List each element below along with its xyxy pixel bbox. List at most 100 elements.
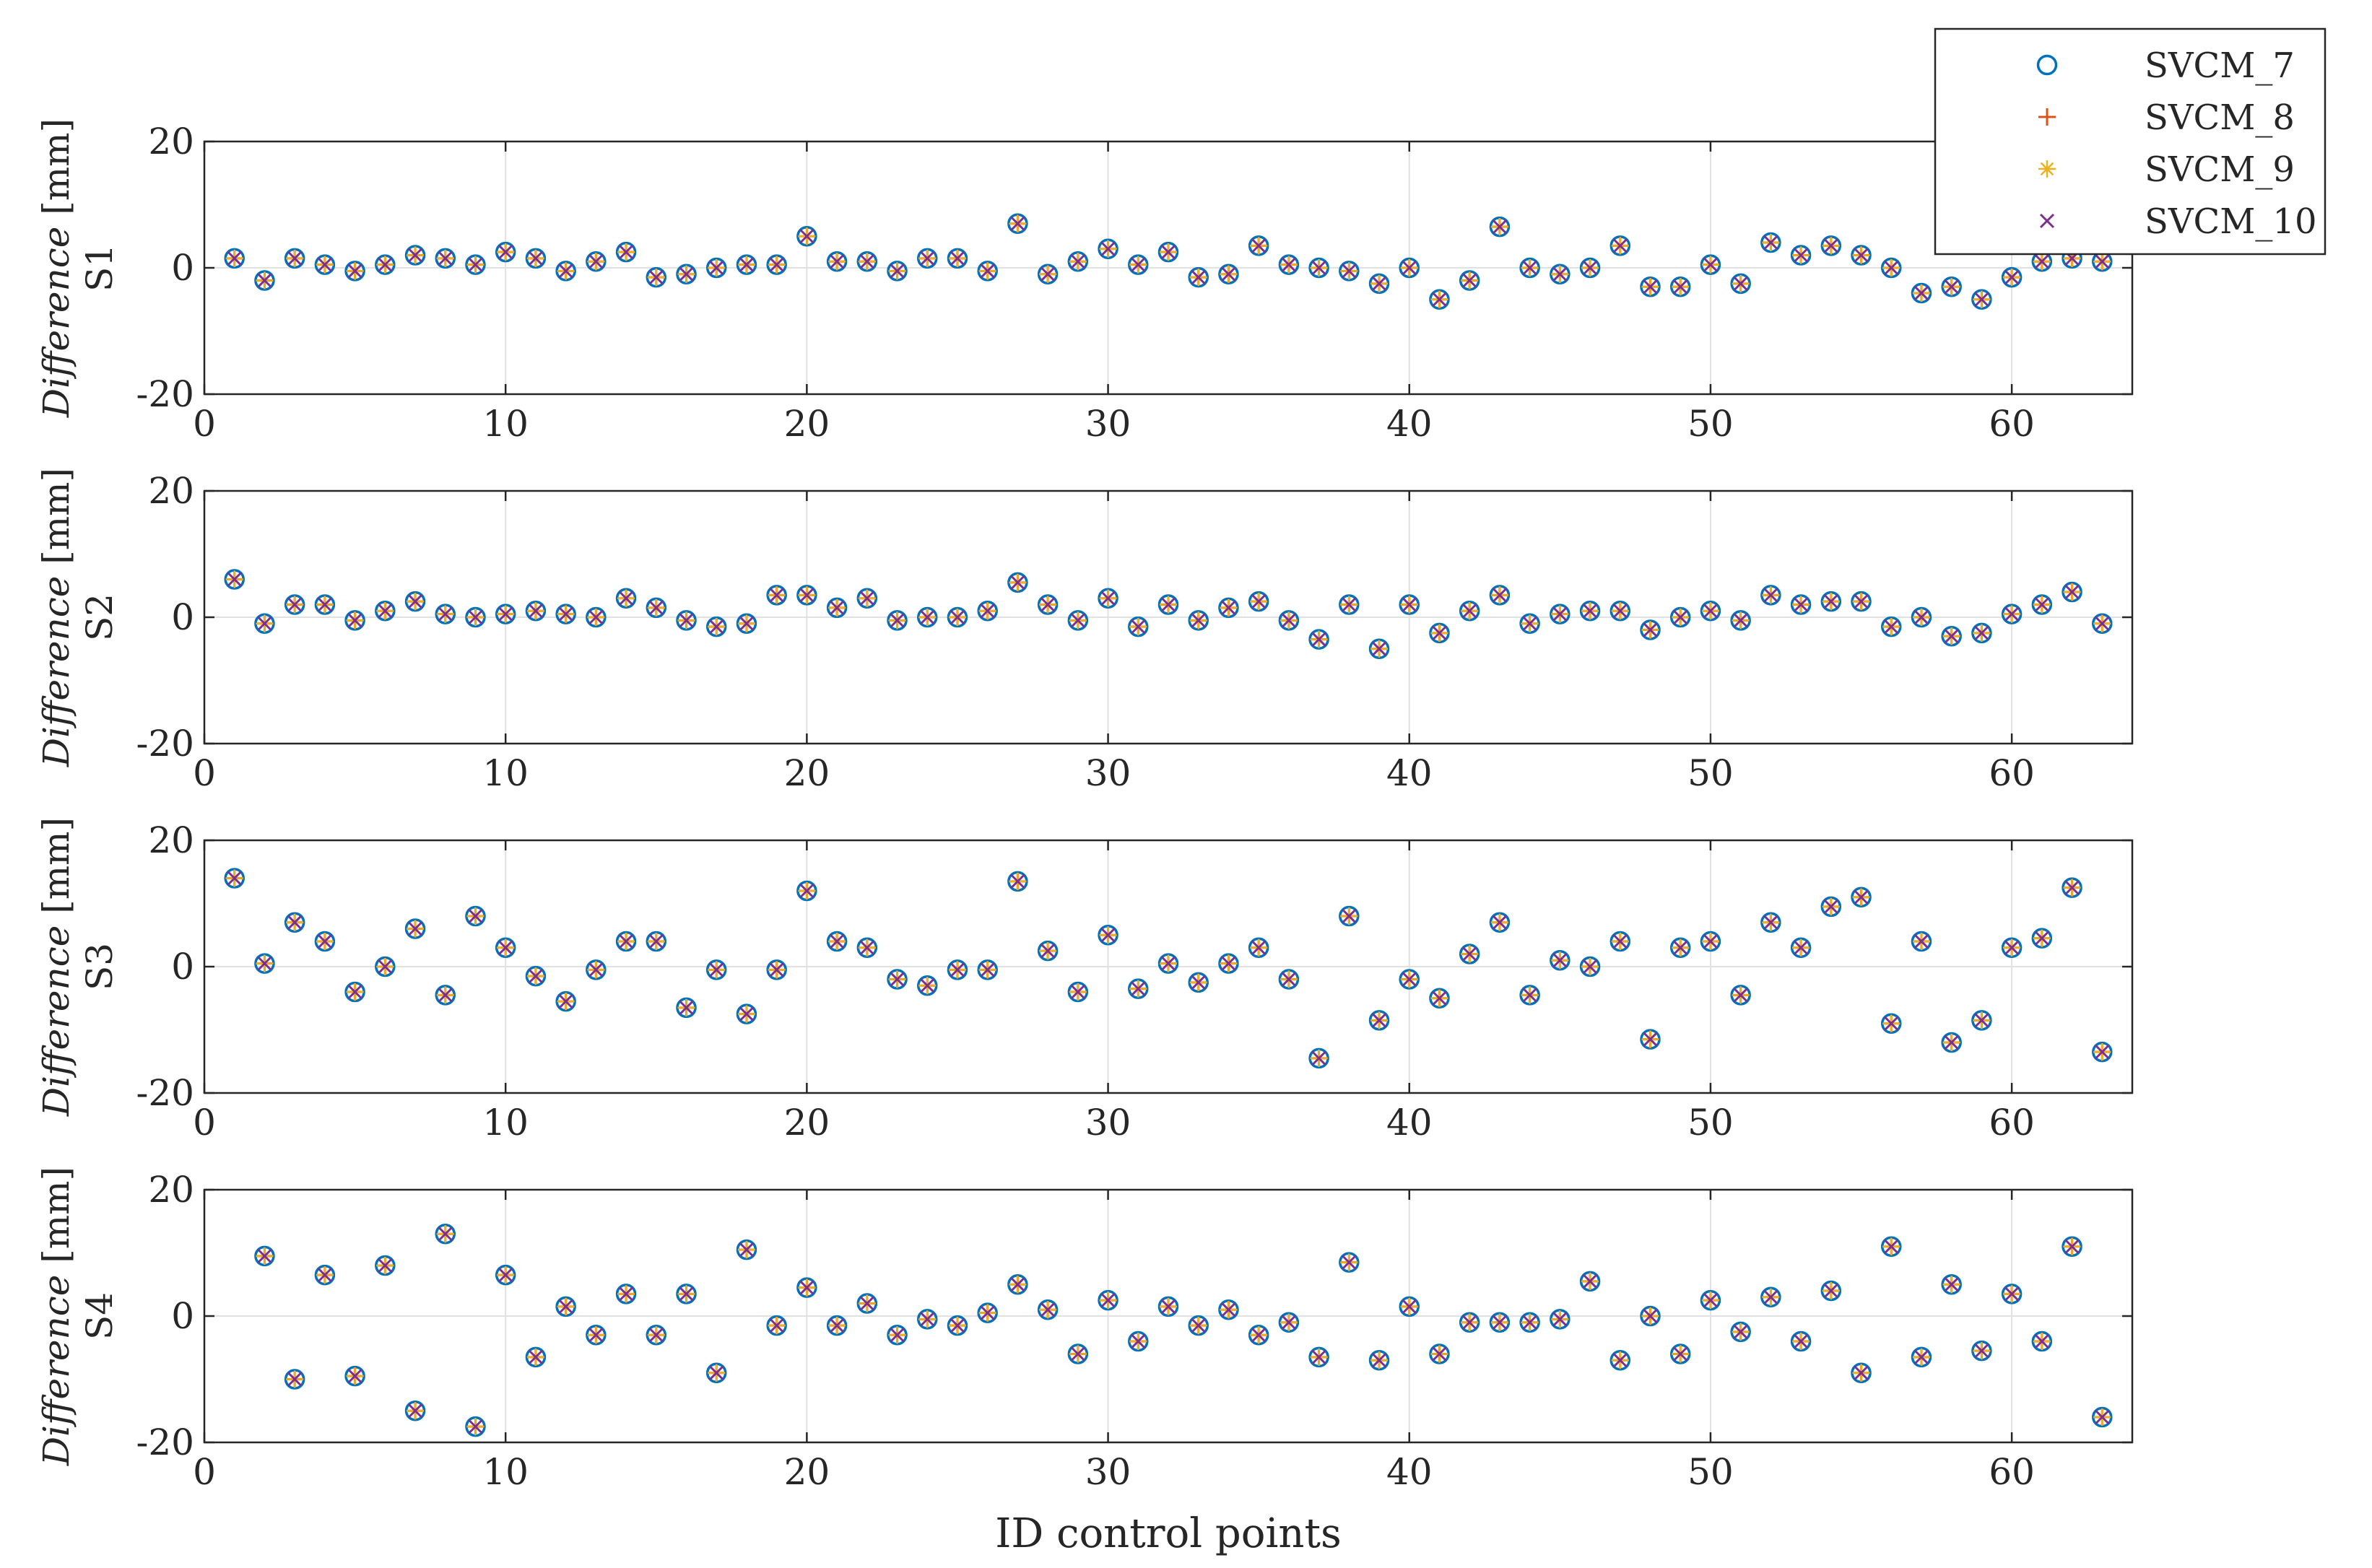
data-point-svcm-10 (1160, 245, 1176, 260)
data-point-svcm-10 (1612, 933, 1628, 949)
x-tick-label: 10 (482, 1451, 529, 1493)
x-tick-label: 20 (784, 1102, 830, 1144)
data-point-svcm-7 (2001, 266, 2023, 288)
data-point-svcm-7 (1308, 1047, 1329, 1069)
data-point-svcm-10 (619, 591, 634, 606)
data-point-svcm-10 (287, 915, 303, 930)
data-point-svcm-10 (1763, 235, 1778, 251)
y-tick-label: 20 (148, 121, 194, 162)
data-point-svcm-7 (676, 1284, 697, 1305)
data-point-svcm-10 (920, 978, 935, 993)
data-point-svcm-7 (224, 868, 245, 889)
data-point-svcm-10 (528, 969, 543, 984)
data-point-svcm-10 (1884, 619, 1899, 635)
data-point-svcm-7 (1308, 1346, 1329, 1368)
data-point-svcm-7 (254, 270, 275, 291)
data-point-svcm-10 (588, 1328, 604, 1343)
data-point-svcm-10 (468, 1419, 483, 1434)
data-point-svcm-10 (859, 1296, 874, 1311)
data-point-svcm-10 (1612, 238, 1628, 253)
data-point-svcm-7 (1067, 610, 1089, 631)
data-point-svcm-7 (1188, 610, 1209, 631)
data-point-svcm-7 (1550, 950, 1571, 971)
data-point-svcm-7 (1790, 245, 1812, 266)
data-point-svcm-10 (1974, 292, 1989, 307)
x-tick-label: 0 (193, 1102, 216, 1144)
data-point-svcm-7 (1760, 232, 1781, 253)
data-point-svcm-10 (1191, 1318, 1206, 1333)
data-point-svcm-7 (404, 591, 426, 612)
data-point-svcm-10 (1281, 1315, 1296, 1330)
data-point-svcm-10 (227, 871, 242, 886)
data-point-svcm-10 (287, 251, 303, 266)
data-point-svcm-10 (1703, 1293, 1719, 1308)
data-point-svcm-7 (766, 959, 787, 980)
data-point-svcm-7 (2092, 1406, 2113, 1428)
data-point-svcm-7 (1519, 1312, 1540, 1333)
data-point-svcm-7 (1188, 1315, 1209, 1336)
data-point-svcm-10 (1944, 1277, 1959, 1292)
data-point-svcm-7 (1188, 266, 1209, 288)
data-point-svcm-10 (1342, 1255, 1357, 1270)
data-point-svcm-10 (1522, 616, 1537, 631)
data-point-svcm-7 (646, 1325, 667, 1346)
data-point-svcm-10 (980, 604, 995, 619)
data-point-svcm-10 (1552, 953, 1568, 968)
data-point-svcm-10 (1794, 248, 1809, 263)
y-tick-label: 0 (171, 946, 194, 988)
data-point-svcm-10 (1251, 594, 1267, 609)
data-point-svcm-7 (1941, 276, 1962, 297)
data-point-svcm-10 (1251, 940, 1267, 955)
data-point-svcm-7 (1368, 1010, 1390, 1031)
data-point-svcm-10 (1733, 276, 1748, 291)
data-point-svcm-10 (2004, 1286, 2020, 1302)
data-point-svcm-7 (856, 1293, 878, 1314)
data-point-svcm-10 (498, 1268, 513, 1283)
x-tick-label: 60 (1989, 752, 2035, 794)
data-point-svcm-10 (648, 270, 664, 285)
data-point-svcm-10 (1160, 956, 1176, 971)
data-point-svcm-10 (2095, 1409, 2110, 1425)
data-point-svcm-10 (830, 600, 845, 615)
y-tick-label: -20 (136, 723, 194, 765)
data-point-svcm-7 (1941, 1032, 1962, 1053)
data-point-svcm-10 (890, 1328, 905, 1343)
data-point-svcm-7 (1278, 254, 1300, 275)
data-point-svcm-10 (980, 1305, 995, 1320)
data-point-svcm-7 (375, 254, 396, 275)
data-point-svcm-7 (977, 959, 998, 980)
data-point-svcm-10 (890, 613, 905, 628)
data-point-svcm-7 (1851, 887, 1872, 907)
data-point-svcm-7 (1248, 591, 1269, 612)
data-point-svcm-10 (1402, 597, 1417, 612)
data-point-svcm-10 (558, 994, 573, 1009)
data-point-svcm-10 (1643, 279, 1658, 295)
x-tick-label: 60 (1989, 1451, 2035, 1493)
data-point-svcm-10 (1311, 1349, 1326, 1364)
x-tick-label: 30 (1085, 1102, 1131, 1144)
data-point-svcm-7 (977, 261, 998, 282)
data-point-svcm-10 (438, 606, 453, 622)
data-point-svcm-7 (254, 613, 275, 634)
data-point-svcm-10 (799, 883, 814, 899)
data-point-svcm-7 (465, 905, 486, 927)
data-point-svcm-7 (555, 990, 576, 1012)
data-point-svcm-7 (525, 601, 547, 622)
data-point-svcm-10 (438, 1227, 453, 1242)
data-point-svcm-10 (1462, 946, 1477, 962)
data-point-svcm-7 (1218, 953, 1239, 974)
data-point-svcm-7 (525, 965, 547, 987)
legend-label: SVCM_10 (2145, 201, 2317, 242)
data-point-svcm-7 (1911, 606, 1932, 628)
data-point-svcm-10 (1281, 613, 1296, 628)
data-point-svcm-10 (648, 1328, 664, 1343)
data-point-svcm-7 (1128, 616, 1149, 637)
data-point-svcm-10 (679, 613, 694, 628)
data-point-svcm-10 (1703, 933, 1719, 949)
data-point-svcm-10 (1010, 575, 1025, 590)
data-point-svcm-10 (407, 248, 423, 263)
data-point-svcm-7 (676, 997, 697, 1019)
data-point-svcm-10 (1371, 1013, 1387, 1028)
data-point-svcm-10 (1823, 594, 1838, 609)
